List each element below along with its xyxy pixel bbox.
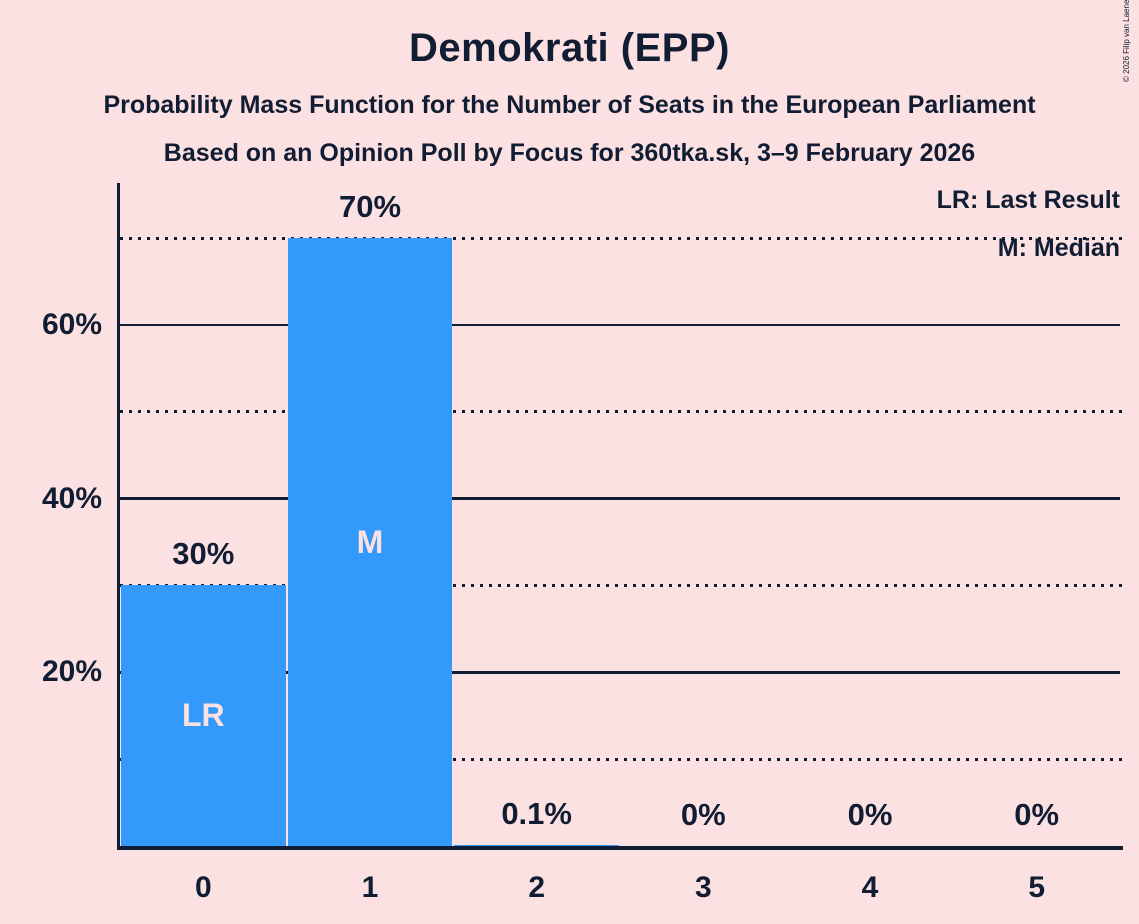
y-axis-line [117,183,120,848]
legend-last-result: LR: Last Result [936,186,1120,214]
bar-seats-0: LR [121,585,286,846]
gridline-solid-20 [120,671,1120,674]
y-axis-tick-label: 60% [41,307,102,341]
bar-annotation-m: M [356,523,384,560]
y-axis-tick-label: 40% [41,481,102,515]
bar-annotation-lr: LR [182,697,225,734]
x-axis-tick-label: 3 [694,871,712,904]
bar-value-label: 0% [680,797,726,832]
gridline-solid-40 [120,497,1120,500]
bar-seats-1: M [287,238,453,846]
bar-value-label: 0% [1014,797,1060,832]
gridline-dotted-70 [120,236,1123,240]
x-axis-line [117,846,1123,850]
gridline-dotted-10 [120,757,1123,761]
x-axis-tick-label: 0 [194,871,212,904]
gridline-dotted-30 [120,583,1123,587]
gridline-solid-60 [120,323,1120,327]
bar-value-label: 0% [847,797,893,832]
bar-seats-2 [454,845,619,846]
bar-value-label: 70% [338,189,402,224]
y-axis-tick-label: 20% [41,655,102,689]
x-axis-tick-label: 1 [361,871,379,904]
x-axis-tick-label: 5 [1028,871,1045,904]
gridline-dotted-50 [120,410,1123,414]
bar-value-label: 0.1% [501,796,572,832]
legend-median: M: Median [997,234,1120,262]
x-axis-tick-label: 2 [528,871,545,904]
chart-title: Demokrati (EPP) [409,26,730,70]
x-axis-tick-label: 4 [861,871,879,904]
chart-subtitle-line2: Based on an Opinion Poll by Focus for 36… [163,139,976,167]
bar-value-label: 30% [172,536,235,572]
chart-subtitle-line1: Probability Mass Function for the Number… [103,91,1036,119]
